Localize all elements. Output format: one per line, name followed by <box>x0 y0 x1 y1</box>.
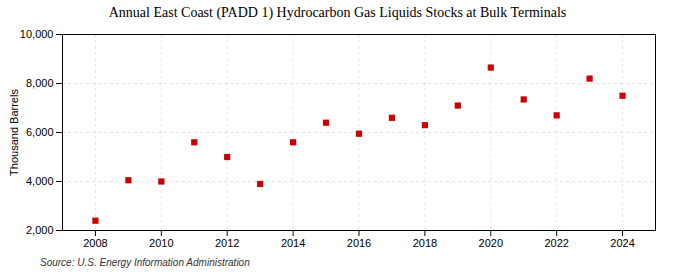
svg-text:2,000: 2,000 <box>26 224 54 236</box>
html-text:Annual East Coast (PADD 1) Hyd: Annual East Coast (PADD 1) Hydrocarbon G… <box>108 5 567 20</box>
svg-text:8,000: 8,000 <box>26 77 54 89</box>
svg-text:2016: 2016 <box>347 237 371 249</box>
svg-text:10,000: 10,000 <box>20 28 54 40</box>
svg-text:2022: 2022 <box>544 237 568 249</box>
svg-text:2012: 2012 <box>215 237 239 249</box>
svg-text:4,000: 4,000 <box>26 175 54 187</box>
svg-text:2014: 2014 <box>281 237 305 249</box>
svg-text:6,000: 6,000 <box>26 126 54 138</box>
svg-text:2010: 2010 <box>149 237 173 249</box>
svg-text:Thousand Barrels: Thousand Barrels <box>8 89 20 176</box>
svg-text:2020: 2020 <box>479 237 503 249</box>
svg-text:2008: 2008 <box>83 237 107 249</box>
svg-text:2018: 2018 <box>413 237 437 249</box>
svg-text:2024: 2024 <box>610 237 634 249</box>
html-text:Source: U.S. Energy Informatio: Source: U.S. Energy Information Administ… <box>40 257 250 268</box>
